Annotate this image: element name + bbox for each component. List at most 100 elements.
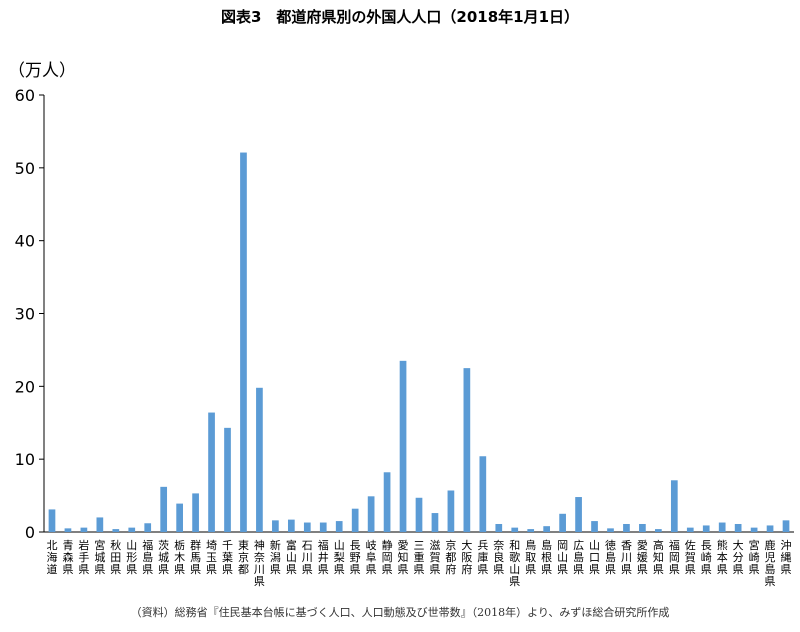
x-tick-label: 埼玉県	[206, 538, 217, 576]
y-tick-label: 10	[15, 450, 35, 469]
bar	[670, 480, 678, 532]
bar	[591, 521, 598, 532]
x-tick-label: 山形県	[126, 539, 137, 576]
bar	[335, 521, 343, 532]
x-tick-label: 静岡県	[382, 538, 393, 576]
x-tick-label: 滋賀県	[429, 539, 440, 576]
bar	[543, 526, 551, 532]
bar	[176, 503, 183, 532]
bar	[734, 523, 742, 532]
bar	[112, 529, 120, 532]
bar	[383, 472, 391, 532]
bar	[623, 523, 630, 532]
bar	[527, 529, 535, 532]
source-note: （資料）総務省『住民基本台帳に基づく人口、人口動態及び世帯数』（2018年）より…	[130, 606, 670, 619]
x-tick-label: 鹿児島県	[765, 538, 776, 588]
x-tick-label: 香川県	[621, 539, 632, 576]
bar	[463, 368, 471, 533]
x-tick-label: 兵庫県	[477, 539, 488, 576]
bar	[639, 523, 646, 532]
bar	[575, 497, 582, 532]
x-tick-label: 福島県	[142, 538, 153, 576]
x-tick-label: 愛媛県	[637, 539, 648, 576]
x-tick-label: 福井県	[318, 538, 329, 576]
y-tick-label: 60	[15, 86, 35, 105]
bar	[256, 387, 263, 532]
x-tick-label: 東京都	[238, 539, 249, 576]
y-tick-label: 20	[15, 377, 35, 396]
bar	[367, 496, 375, 532]
x-tick-label: 徳島県	[605, 539, 616, 576]
y-tick-label: 30	[15, 305, 35, 324]
y-axis-unit-label: （万人）	[8, 61, 76, 81]
chart-title: 図表3 都道府県別の外国人人口（2018年1月1日）	[220, 8, 580, 26]
x-tick-label: 広島県	[573, 539, 584, 576]
bar	[144, 523, 152, 532]
x-tick-label: 福岡県	[669, 538, 680, 576]
x-tick-label: 北海道	[46, 539, 57, 576]
bar	[750, 527, 758, 532]
bar	[431, 513, 439, 532]
bar	[607, 528, 614, 532]
bar	[479, 456, 487, 532]
bar	[208, 412, 215, 532]
x-tick-label: 和歌山県	[509, 539, 520, 588]
x-tick-label: 富山県	[286, 538, 297, 576]
bar	[319, 522, 327, 532]
x-tick-label: 佐賀県	[685, 538, 696, 576]
x-tick-label: 山梨県	[334, 539, 345, 576]
bar	[415, 497, 423, 532]
x-tick-label: 熊本県	[717, 538, 728, 576]
x-tick-label: 大阪府	[461, 538, 472, 576]
bar	[96, 517, 104, 532]
x-tick-label: 愛知県	[398, 539, 409, 576]
bar	[495, 523, 503, 532]
bar	[160, 486, 168, 532]
bar	[240, 152, 247, 533]
x-tick-label: 岐阜県	[366, 539, 377, 576]
bar	[303, 522, 311, 532]
bar	[559, 513, 566, 532]
x-tick-label: 長崎県	[701, 539, 712, 576]
x-tick-label: 茨城県	[158, 538, 169, 576]
bar	[511, 527, 519, 532]
x-tick-label: 長野県	[350, 539, 361, 576]
x-tick-label: 沖縄県	[781, 539, 792, 576]
bar	[686, 527, 694, 532]
x-tick-label: 群馬県	[190, 538, 201, 576]
x-tick-label: 宮城県	[94, 538, 105, 576]
bar	[782, 520, 790, 532]
x-tick-label: 秋田県	[110, 538, 121, 576]
bar	[766, 525, 774, 532]
x-tick-label: 青森県	[62, 539, 73, 576]
bar	[351, 508, 359, 532]
bar	[272, 520, 279, 532]
x-tick-label: 三重県	[414, 539, 425, 576]
x-tick-label: 神奈川県	[254, 538, 265, 588]
bar	[64, 528, 72, 532]
x-tick-label: 鳥取県	[525, 538, 536, 576]
x-tick-label: 石川県	[302, 539, 313, 576]
bar	[224, 427, 231, 532]
x-tick-label: 栃木県	[174, 538, 185, 576]
x-tick-label: 千葉県	[222, 539, 233, 576]
x-tick-label: 京都府	[445, 538, 456, 576]
y-tick-label: 0	[25, 523, 35, 542]
bar	[48, 509, 56, 532]
bar	[80, 527, 88, 532]
x-tick-label: 岩手県	[78, 538, 89, 576]
x-tick-label: 高知県	[653, 538, 664, 576]
x-tick-label: 山口県	[589, 539, 600, 576]
bar	[128, 527, 136, 532]
bar	[655, 529, 662, 532]
x-tick-label: 岡山県	[557, 539, 568, 576]
x-tick-label: 新潟県	[270, 538, 281, 576]
x-tick-label: 奈良県	[493, 538, 504, 576]
bar	[702, 525, 710, 532]
bar	[447, 490, 455, 532]
y-tick-label: 50	[15, 159, 35, 178]
x-tick-label: 大分県	[733, 538, 744, 576]
x-tick-label: 島根県	[541, 538, 552, 576]
